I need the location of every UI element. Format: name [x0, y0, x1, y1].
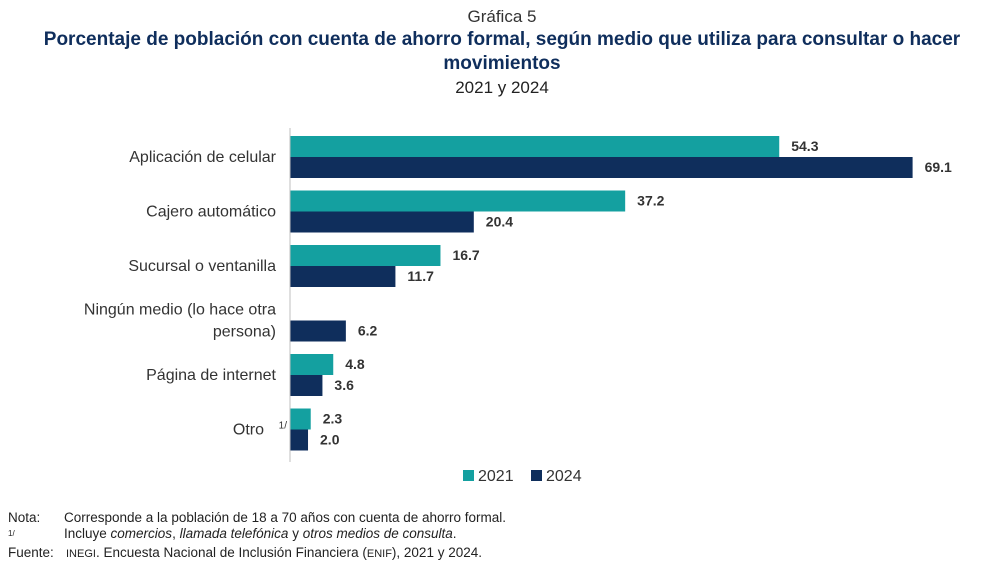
bar-2021-cajero-automatico — [290, 190, 626, 212]
data-label-2021-cajero-automatico: 37.2 — [637, 193, 664, 209]
source-row: Fuente: INEGI. Encuesta Nacional de Incl… — [8, 545, 506, 563]
legend-swatch-2021 — [463, 470, 474, 481]
category-label-cajero-automatico: Cajero automático — [146, 204, 276, 221]
bar-2021-aplicacion-de-celular — [290, 136, 780, 157]
source-text: INEGI. Encuesta Nacional de Inclusión Fi… — [66, 544, 482, 560]
bar-2024-sucursal-o-ventanilla — [290, 266, 396, 287]
chart-title: Porcentaje de población con cuenta de ah… — [43, 29, 961, 74]
bar-2021-pagina-de-internet — [290, 354, 334, 375]
note-label: Nota: — [8, 510, 41, 525]
footnote-marker: 1/ — [8, 528, 15, 538]
chart-subtitle: 2021 y 2024 — [455, 78, 549, 97]
data-label-2024-otro: 2.0 — [320, 432, 340, 448]
bar-2024-aplicacion-de-celular — [290, 157, 913, 178]
data-label-2021-otro: 2.3 — [323, 411, 343, 427]
category-label-aplicacion-de-celular: Aplicación de celular — [129, 149, 276, 166]
data-label-2021-sucursal-o-ventanilla: 16.7 — [452, 247, 479, 263]
category-label-ningun-medio-lo-hace-otra-persona: Ningún medio (lo hace otra persona) — [84, 302, 276, 341]
category-label-pagina-de-internet: Página de internet — [146, 367, 276, 384]
category-label-sucursal-o-ventanilla: Sucursal o ventanilla — [128, 258, 276, 275]
data-label-2021-pagina-de-internet: 4.8 — [345, 356, 365, 372]
bar-chart: Aplicación de celular 54.3 69.1 Cajero auto… — [84, 128, 952, 485]
bar-2024-ningun-medio-lo-hace-otra-persona — [290, 320, 346, 342]
legend-label-2021: 2021 — [478, 468, 514, 485]
bar-2024-cajero-automatico — [290, 211, 474, 233]
data-label-2024-pagina-de-internet: 3.6 — [334, 377, 354, 393]
data-label-2024-sucursal-o-ventanilla: 11.7 — [407, 268, 434, 284]
data-label-2021-aplicacion-de-celular: 54.3 — [791, 138, 818, 154]
chart-notes: Nota: Corresponde a la población de 18 a… — [8, 510, 506, 562]
bar-2021-sucursal-o-ventanilla — [290, 245, 441, 266]
data-label-2024-cajero-automatico: 20.4 — [486, 214, 513, 230]
chart-number: Gráfica 5 — [467, 7, 537, 26]
note-text: Corresponde a la población de 18 a 70 añ… — [64, 510, 507, 525]
data-label-2024-aplicacion-de-celular: 69.1 — [925, 159, 952, 175]
source-label: Fuente: — [8, 544, 54, 560]
category-label-otro: Otro — [233, 422, 264, 439]
legend-swatch-2024 — [531, 470, 542, 481]
legend-label-2024: 2024 — [546, 468, 582, 485]
footnote-row: 1/ Incluye comercios, llamada telefónica… — [8, 526, 506, 545]
data-label-2024-ningun-medio-lo-hace-otra-persona: 6.2 — [358, 323, 378, 339]
chart-header: Gráfica 5 Porcentaje de población con cu… — [0, 6, 1004, 99]
bar-2024-otro — [290, 429, 309, 451]
footnote-text: Incluye comercios, llamada telefónica y … — [64, 525, 457, 541]
bar-2021-otro — [290, 408, 311, 430]
category-superscript: 1/ — [279, 421, 288, 432]
bar-2024-pagina-de-internet — [290, 375, 323, 396]
note-row: Nota: Corresponde a la población de 18 a… — [8, 510, 506, 526]
